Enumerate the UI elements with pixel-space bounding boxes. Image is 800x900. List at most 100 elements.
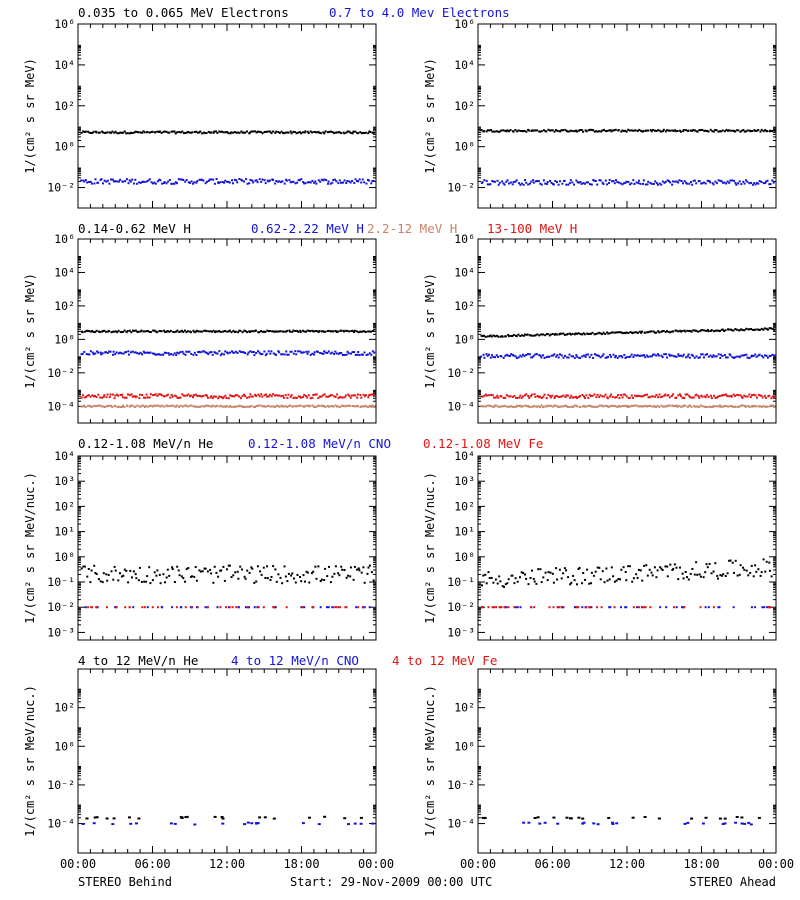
data-point xyxy=(344,606,347,609)
data-point xyxy=(602,405,605,408)
data-point xyxy=(639,182,642,185)
data-point xyxy=(760,181,763,183)
data-point xyxy=(128,132,131,135)
data-point xyxy=(146,351,149,354)
data-point xyxy=(225,397,228,399)
data-point xyxy=(620,606,622,609)
data-point xyxy=(535,353,538,356)
data-point xyxy=(288,405,291,407)
data-point xyxy=(326,606,328,609)
data-point xyxy=(206,394,208,397)
data-point xyxy=(221,822,225,825)
data-point xyxy=(520,355,523,358)
data-point xyxy=(240,351,243,354)
data-point xyxy=(511,335,514,338)
data-point xyxy=(664,180,667,183)
data-point xyxy=(589,404,592,407)
data-point xyxy=(643,606,646,609)
data-point xyxy=(241,179,244,182)
data-point xyxy=(669,129,672,132)
data-point xyxy=(590,571,593,574)
data-point xyxy=(292,397,295,399)
data-point xyxy=(650,355,653,358)
data-point xyxy=(241,395,244,398)
data-point xyxy=(750,606,753,609)
data-point xyxy=(86,329,89,332)
data-point xyxy=(181,178,183,181)
data-point xyxy=(488,353,490,356)
data-point xyxy=(640,354,643,357)
data-point xyxy=(666,405,668,408)
data-point xyxy=(106,131,109,134)
data-point xyxy=(563,179,566,182)
data-point xyxy=(83,565,86,568)
data-point xyxy=(648,396,651,399)
y-tick-label: 10⁴ xyxy=(454,449,475,463)
data-point xyxy=(602,353,605,356)
data-point xyxy=(88,404,91,407)
data-point xyxy=(281,405,284,408)
data-point xyxy=(260,180,263,183)
data-point xyxy=(686,393,689,396)
data-point xyxy=(93,404,96,407)
data-point xyxy=(482,353,485,356)
data-point xyxy=(325,395,328,398)
data-point xyxy=(703,329,706,332)
data-point xyxy=(346,180,349,182)
data-point xyxy=(261,132,264,135)
data-point xyxy=(286,396,289,399)
data-point xyxy=(768,394,771,397)
data-point xyxy=(621,405,624,407)
data-point xyxy=(723,354,726,356)
data-point xyxy=(105,405,108,408)
data-point xyxy=(610,566,613,569)
data-point xyxy=(552,354,555,357)
data-point xyxy=(290,394,293,397)
data-point xyxy=(687,394,690,397)
data-point xyxy=(331,575,334,578)
data-point xyxy=(229,405,231,408)
data-point xyxy=(766,130,769,133)
data-point xyxy=(181,329,184,332)
data-point xyxy=(563,405,566,408)
y-tick-label: 10¹ xyxy=(454,525,475,539)
data-point xyxy=(88,181,91,183)
data-point xyxy=(576,606,578,609)
data-point xyxy=(512,354,515,357)
data-point xyxy=(178,396,181,399)
data-point xyxy=(615,405,618,408)
data-point xyxy=(694,405,697,408)
data-point xyxy=(500,395,503,398)
data-point xyxy=(83,180,86,183)
data-point xyxy=(187,393,190,396)
data-point xyxy=(279,330,282,333)
data-point xyxy=(368,394,371,397)
data-point xyxy=(260,131,263,134)
data-point xyxy=(492,356,495,358)
data-point xyxy=(346,404,349,407)
data-point xyxy=(655,354,658,357)
data-point xyxy=(751,328,754,331)
data-point xyxy=(179,404,182,407)
data-point xyxy=(97,404,100,407)
data-point xyxy=(686,405,689,408)
data-point xyxy=(534,334,537,337)
data-point xyxy=(681,572,684,575)
data-point xyxy=(103,179,106,182)
data-point xyxy=(692,129,695,131)
data-point xyxy=(643,564,646,567)
data-point xyxy=(233,331,236,333)
data-point xyxy=(337,330,340,333)
data-point xyxy=(278,132,281,134)
data-point xyxy=(114,180,117,183)
data-point xyxy=(269,330,272,332)
data-point xyxy=(751,130,754,132)
data-point xyxy=(595,130,598,133)
y-tick-label: 10⁻³ xyxy=(47,625,75,639)
data-point xyxy=(601,355,604,358)
y-tick-label: 10⁻² xyxy=(447,778,475,792)
data-point xyxy=(297,404,300,407)
data-point xyxy=(85,395,88,398)
data-point xyxy=(514,355,517,358)
data-point xyxy=(504,335,507,338)
